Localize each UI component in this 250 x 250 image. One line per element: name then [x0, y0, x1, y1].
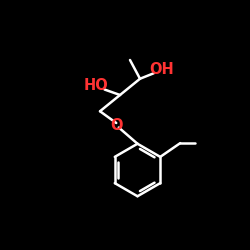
Text: HO: HO — [84, 78, 108, 93]
Text: O: O — [110, 118, 122, 132]
Text: OH: OH — [149, 62, 174, 77]
